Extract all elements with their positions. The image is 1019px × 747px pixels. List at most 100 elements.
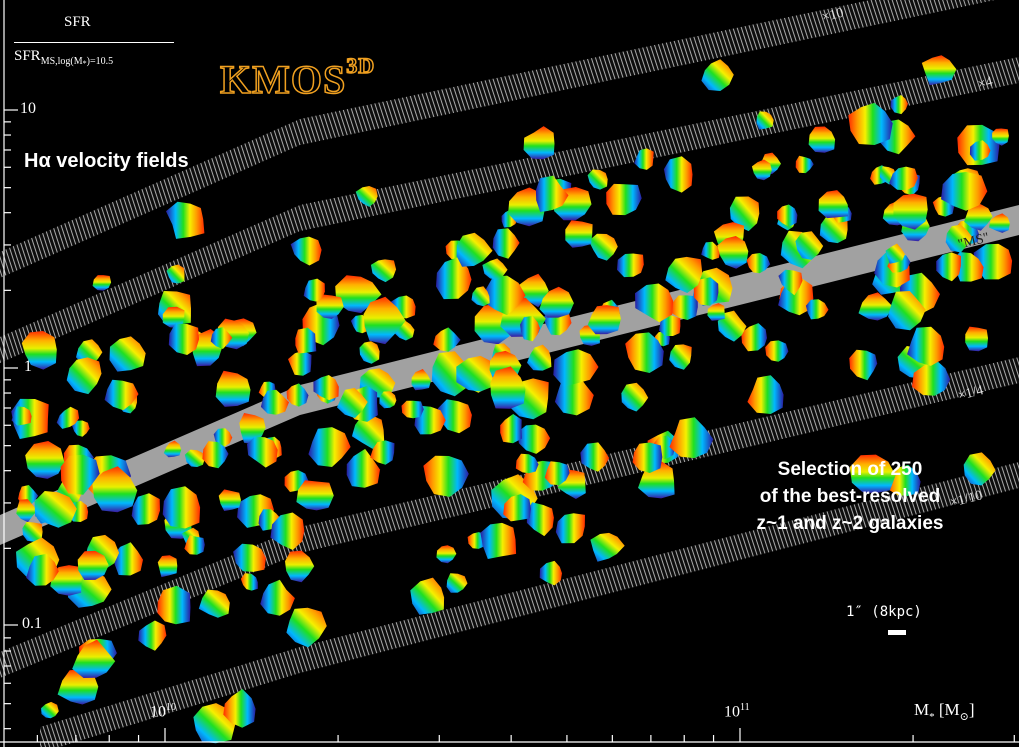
galaxy-map	[969, 140, 991, 161]
galaxy-map	[437, 399, 472, 434]
galaxy-map	[72, 639, 116, 678]
galaxy-map	[168, 323, 199, 355]
galaxy-map	[213, 428, 233, 447]
galaxy-map	[431, 351, 471, 397]
galaxy-map	[777, 204, 798, 227]
galaxy-map	[285, 550, 315, 583]
y-tick-1: 1	[24, 358, 32, 375]
galaxy-map	[104, 379, 139, 411]
galaxy-map	[288, 350, 312, 376]
galaxy-map	[379, 391, 397, 409]
galaxy-map	[625, 332, 664, 373]
xlabel-unit: [M	[938, 700, 960, 719]
galaxy-map	[907, 326, 945, 366]
galaxy-map	[555, 513, 585, 544]
galaxy-map	[484, 275, 526, 316]
galaxy-map	[717, 236, 749, 269]
galaxy-map	[436, 545, 457, 564]
x-tick-1e10: 1010	[150, 702, 176, 721]
ylabel-den-sub3: )=10.5	[86, 56, 114, 67]
scale-label: 1″ (8kpc)	[846, 604, 922, 620]
galaxy-map	[941, 171, 988, 211]
x-tick-1e10-exp: 10	[166, 702, 176, 713]
galaxy-map	[701, 241, 721, 260]
galaxy-map	[131, 493, 160, 525]
galaxy-map	[663, 156, 693, 193]
galaxy-map	[888, 291, 926, 331]
galaxy-map	[778, 269, 803, 296]
galaxy-map	[523, 126, 555, 160]
galaxy-map	[260, 389, 289, 415]
band-x4	[0, 57, 1019, 363]
galaxy-map	[198, 589, 230, 618]
x-tick-1e11-exp: 11	[740, 702, 750, 713]
galaxy-map	[621, 382, 649, 412]
galaxy-map	[370, 440, 395, 465]
galaxy-map	[296, 480, 334, 511]
galaxy-map	[893, 193, 928, 230]
galaxy-map	[337, 387, 368, 418]
galaxy-map	[989, 213, 1010, 233]
galaxy-map	[370, 259, 397, 283]
galaxy-map	[57, 669, 99, 705]
logo-main: KMOS	[219, 56, 347, 103]
galaxy-map	[92, 466, 138, 513]
galaxy-map	[433, 327, 461, 352]
galaxy-map	[162, 486, 201, 529]
galaxy-map	[747, 375, 784, 414]
galaxy-map	[303, 278, 325, 302]
galaxy-map	[544, 461, 570, 486]
galaxy-map	[973, 243, 1013, 280]
galaxy-map	[163, 440, 182, 458]
galaxy-map	[751, 159, 772, 181]
galaxy-map	[359, 341, 380, 364]
galaxy-map	[166, 201, 205, 239]
galaxy-map	[184, 449, 205, 467]
galaxy-map	[492, 228, 520, 259]
galaxy-map	[669, 344, 692, 370]
galaxy-map	[77, 550, 109, 580]
galaxy-map	[808, 126, 836, 153]
galaxy-map	[805, 299, 829, 320]
galaxy-map	[848, 102, 893, 145]
galaxy-map	[741, 323, 767, 352]
galaxy-map	[992, 128, 1009, 146]
galaxy-map	[795, 155, 814, 174]
galaxy-map	[515, 453, 539, 474]
galaxy-map	[162, 306, 185, 328]
galaxy-map	[482, 258, 508, 280]
selection-text: Selection of 250 of the best-resolved z~…	[720, 456, 980, 537]
galaxy-map	[401, 400, 424, 419]
galaxy-map	[795, 231, 824, 260]
galaxy-map	[587, 169, 608, 190]
galaxy-map	[239, 413, 266, 445]
galaxy-map	[729, 196, 760, 232]
galaxy-map	[606, 183, 642, 216]
galaxy-map	[11, 406, 32, 426]
ylabel-fraction-bar	[14, 42, 174, 43]
galaxy-map	[21, 331, 57, 370]
galaxy-map	[240, 573, 258, 591]
galaxy-map	[157, 585, 191, 625]
galaxy-map	[819, 215, 848, 244]
galaxy-map	[41, 701, 59, 719]
galaxy-map	[355, 186, 378, 207]
galaxy-map	[411, 369, 431, 391]
galaxy-map	[580, 442, 610, 472]
galaxy-map	[316, 294, 344, 319]
galaxy-map	[886, 464, 921, 496]
galaxy-map	[912, 359, 951, 396]
galaxy-map	[480, 522, 517, 559]
galaxy-map	[527, 344, 552, 371]
band-x1-10	[40, 462, 1019, 747]
selection-line-2: of the best-resolved	[759, 486, 941, 507]
galaxy-map	[114, 542, 143, 576]
ylabel-den-sub2: *	[82, 59, 87, 68]
galaxy-map	[66, 357, 102, 395]
galaxy-map	[166, 264, 185, 284]
galaxy-map	[26, 553, 59, 586]
xlabel-sub: *	[929, 711, 935, 723]
galaxy-map	[765, 340, 789, 362]
